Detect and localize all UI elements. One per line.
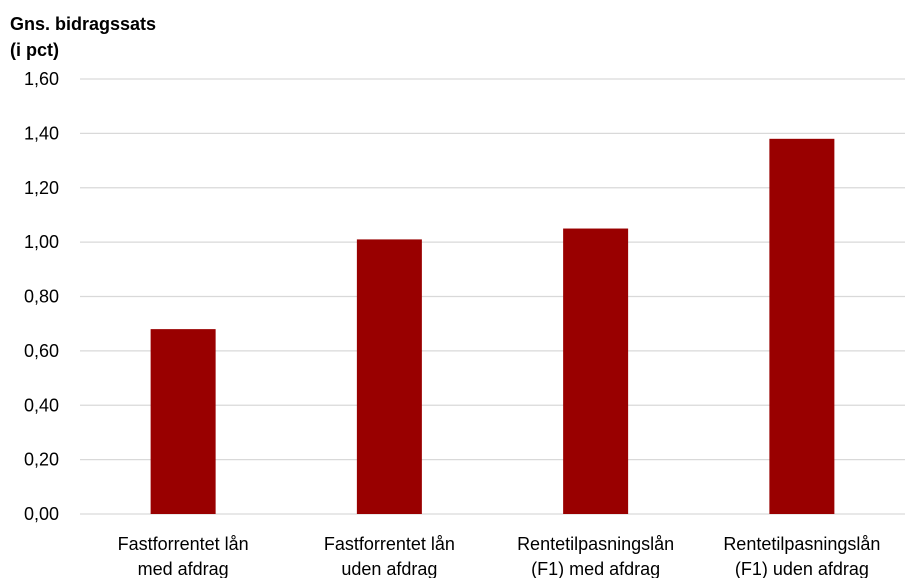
y-tick-label: 0,00 [24,504,59,524]
y-tick-label: 0,80 [24,287,59,307]
bar [769,138,835,514]
x-tick-label: Rentetilpasningslån [517,534,674,554]
y-axis-ticks: 0,00 0,20 0,40 0,60 0,80 1,00 1,20 1,40 1,60 [24,69,59,524]
x-tick-label: uden afdrag [341,559,437,578]
bar [563,228,629,514]
x-tick-label: med afdrag [138,559,229,578]
y-axis-label-line-2: (i pct) [10,40,59,60]
bar [150,329,216,514]
bars [150,138,835,514]
x-tick-label: (F1) uden afdrag [735,559,869,578]
x-axis-categories: Fastforrentet lån med afdrag Fastforrentet… [118,534,881,578]
x-tick-label: Fastforrentet lån [118,534,249,554]
y-axis-label-line-1: Gns. bidragssats [10,14,156,34]
y-tick-label: 0,40 [24,395,59,415]
y-tick-label: 0,20 [24,450,59,470]
y-tick-label: 1,00 [24,232,59,252]
bar [356,239,422,514]
y-tick-label: 1,20 [24,178,59,198]
y-tick-label: 0,60 [24,341,59,361]
x-tick-label: Rentetilpasningslån [723,534,880,554]
y-tick-label: 1,40 [24,123,59,143]
y-tick-label: 1,60 [24,69,59,89]
x-tick-label: Fastforrentet lån [324,534,455,554]
x-tick-label: (F1) med afdrag [531,559,660,578]
gridlines [80,78,905,515]
